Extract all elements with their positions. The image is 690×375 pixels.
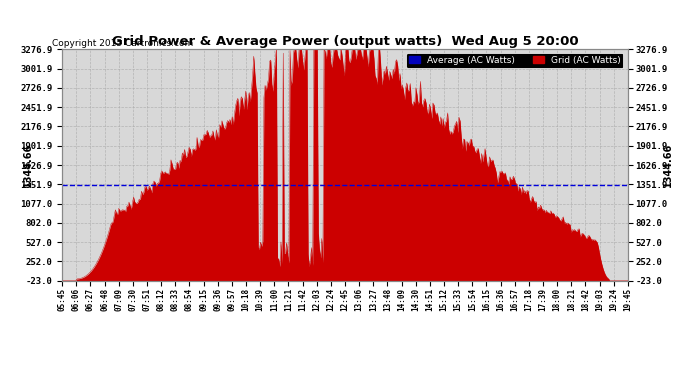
Text: Copyright 2015 Cartronics.com: Copyright 2015 Cartronics.com [52, 39, 193, 48]
Legend: Average (AC Watts), Grid (AC Watts): Average (AC Watts), Grid (AC Watts) [406, 53, 623, 68]
Text: 1344.66: 1344.66 [662, 143, 673, 187]
Text: 1344.66: 1344.66 [23, 143, 33, 187]
Title: Grid Power & Average Power (output watts)  Wed Aug 5 20:00: Grid Power & Average Power (output watts… [112, 34, 578, 48]
